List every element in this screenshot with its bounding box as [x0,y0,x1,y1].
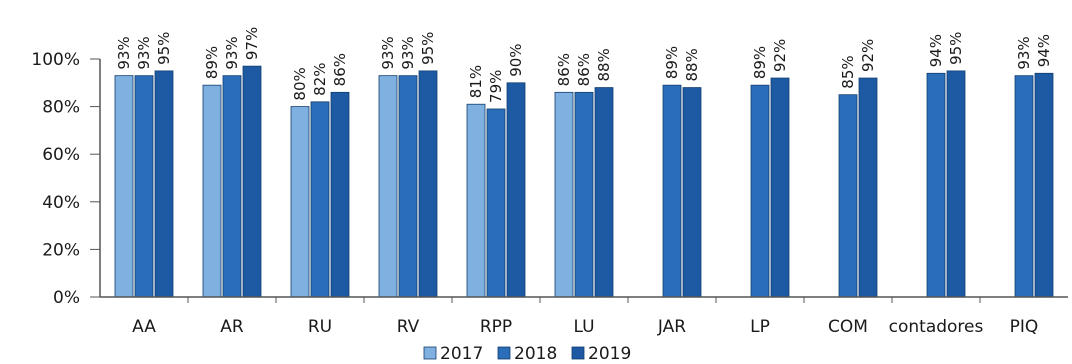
category-label: AR [220,317,244,337]
bar-RU-2018 [310,101,330,298]
y-tick-label: 40% [42,193,80,213]
data-label-LU-2019: 88% [595,48,613,81]
data-label-RU-2017: 80% [291,67,309,100]
bar-PIQ-2018 [1014,75,1034,298]
category-label: JAR [657,317,686,337]
bar-RPP-2017 [466,103,486,298]
category-label: AA [132,317,156,337]
data-label-RV-2019: 95% [419,32,437,65]
data-label-AR-2018: 93% [223,36,241,69]
bar-LP-2019 [770,77,790,298]
data-label-COM-2019: 92% [859,39,877,72]
bars [114,65,1054,298]
category-label: RV [397,317,420,337]
legend-swatch-2017 [423,346,437,360]
data-label-RV-2018: 93% [399,36,417,69]
data-label-AA-2019: 95% [155,32,173,65]
bar-AA-2019 [154,70,174,298]
y-tick-label: 20% [42,240,80,260]
bar-AR-2018 [222,75,242,298]
bar-contadores-2019 [946,70,966,298]
category-labels: AA AR RU RV RPP LU JAR LP COM contadores PIQ [132,297,1038,337]
bar-COM-2018 [838,94,858,298]
bar-COM-2019 [858,77,878,298]
bar-RV-2018 [398,75,418,298]
bar-RU-2019 [330,91,350,298]
legend-label-2018: 2018 [514,344,557,364]
bar-AA-2018 [134,75,154,298]
category-label: PIQ [1010,317,1039,337]
bar-JAR-2019 [682,87,702,298]
data-label-AA-2017: 93% [115,36,133,69]
legend-label-2019: 2019 [588,344,631,364]
data-label-RPP-2019: 90% [507,43,525,76]
data-label-COM-2018: 85% [839,55,857,88]
data-label-RPP-2017: 81% [467,65,485,98]
legend-swatch-2018 [497,346,511,360]
data-label-JAR-2018: 89% [663,46,681,79]
data-labels: 93% 93% 95% 89% 93% 97%80% 82% 86% 93% 93% 95%81% 7… [115,27,1053,103]
legend-label-2017: 2017 [440,344,483,364]
bar-LU-2017 [554,91,574,298]
bar-AR-2017 [202,84,222,298]
bar-AA-2017 [114,75,134,298]
y-axis-ticks: 0% 20% 40% 60% 80% 100% [31,50,101,308]
bar-LP-2018 [750,84,770,298]
category-label: COM [828,317,868,337]
bar-LU-2018 [574,91,594,298]
data-label-RPP-2018: 79% [487,70,505,103]
data-label-RV-2017: 93% [379,36,397,69]
bar-PIQ-2019 [1034,72,1054,298]
y-tick-label: 100% [31,50,80,70]
bar-RU-2017 [290,106,310,298]
bar-contadores-2018 [926,72,946,298]
bar-RPP-2019 [506,82,526,298]
bar-JAR-2018 [662,84,682,298]
legend-swatch-2019 [571,346,585,360]
data-label-RU-2019: 86% [331,53,349,86]
y-tick-label: 80% [42,98,80,118]
bar-RPP-2018 [486,108,506,298]
y-tick-label: 0% [53,288,80,308]
data-label-RU-2018: 82% [311,62,329,95]
y-tick-label: 60% [42,145,80,165]
category-label: RU [308,317,332,337]
bar-AR-2019 [242,65,262,298]
category-label: contadores [889,317,984,337]
legend: 2017 2018 2019 [423,344,631,364]
data-label-LP-2019: 92% [771,39,789,72]
data-label-contadores-2018: 94% [927,34,945,67]
data-label-LU-2017: 86% [555,53,573,86]
bar-RV-2019 [418,70,438,298]
data-label-PIQ-2018: 93% [1015,36,1033,69]
category-label: LU [573,317,594,337]
data-label-LU-2018: 86% [575,53,593,86]
data-label-AR-2017: 89% [203,46,221,79]
data-label-PIQ-2019: 94% [1035,34,1053,67]
data-label-AA-2018: 93% [135,36,153,69]
category-label: RPP [480,317,512,337]
data-label-LP-2018: 89% [751,46,769,79]
data-label-AR-2019: 97% [243,27,261,60]
bar-LU-2019 [594,87,614,298]
category-label: LP [750,317,770,337]
data-label-contadores-2019: 95% [947,32,965,65]
bar-RV-2017 [378,75,398,298]
data-label-JAR-2019: 88% [683,48,701,81]
